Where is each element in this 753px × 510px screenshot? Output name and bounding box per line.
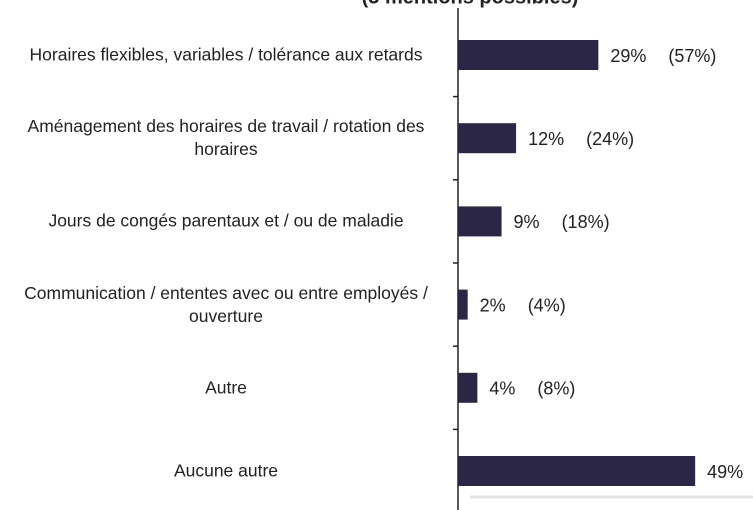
secondary-value-label: (4%) xyxy=(528,295,566,315)
value-label: 49% xyxy=(707,462,743,482)
secondary-value-label: (8%) xyxy=(537,379,575,399)
value-label: 12% xyxy=(528,129,564,149)
value-label: 9% xyxy=(514,212,540,232)
category-label: Aucune autre xyxy=(173,460,279,481)
secondary-value-label: (18%) xyxy=(562,212,610,232)
bar xyxy=(458,372,478,403)
secondary-value-label: (24%) xyxy=(586,129,634,149)
bar xyxy=(458,40,599,70)
value-label: 4% xyxy=(489,379,515,399)
category-label: Jours de congés parentaux et / ou de mal… xyxy=(48,210,404,231)
category-label: Autre xyxy=(205,377,247,398)
bar xyxy=(458,206,502,237)
bar xyxy=(458,289,468,320)
category-label: Aménagement des horaires de travail / ro… xyxy=(27,116,425,160)
category-label: Horaires flexibles, variables / toléranc… xyxy=(29,44,423,65)
secondary-value-label: (57%) xyxy=(668,46,716,66)
category-label: Communication / ententes avec ou entre e… xyxy=(24,282,428,326)
value-label: 29% xyxy=(610,46,646,66)
bar xyxy=(458,123,517,154)
bar xyxy=(458,456,696,486)
subtitle: (3 mentions possibles) xyxy=(362,0,579,8)
value-label: 2% xyxy=(480,295,506,315)
